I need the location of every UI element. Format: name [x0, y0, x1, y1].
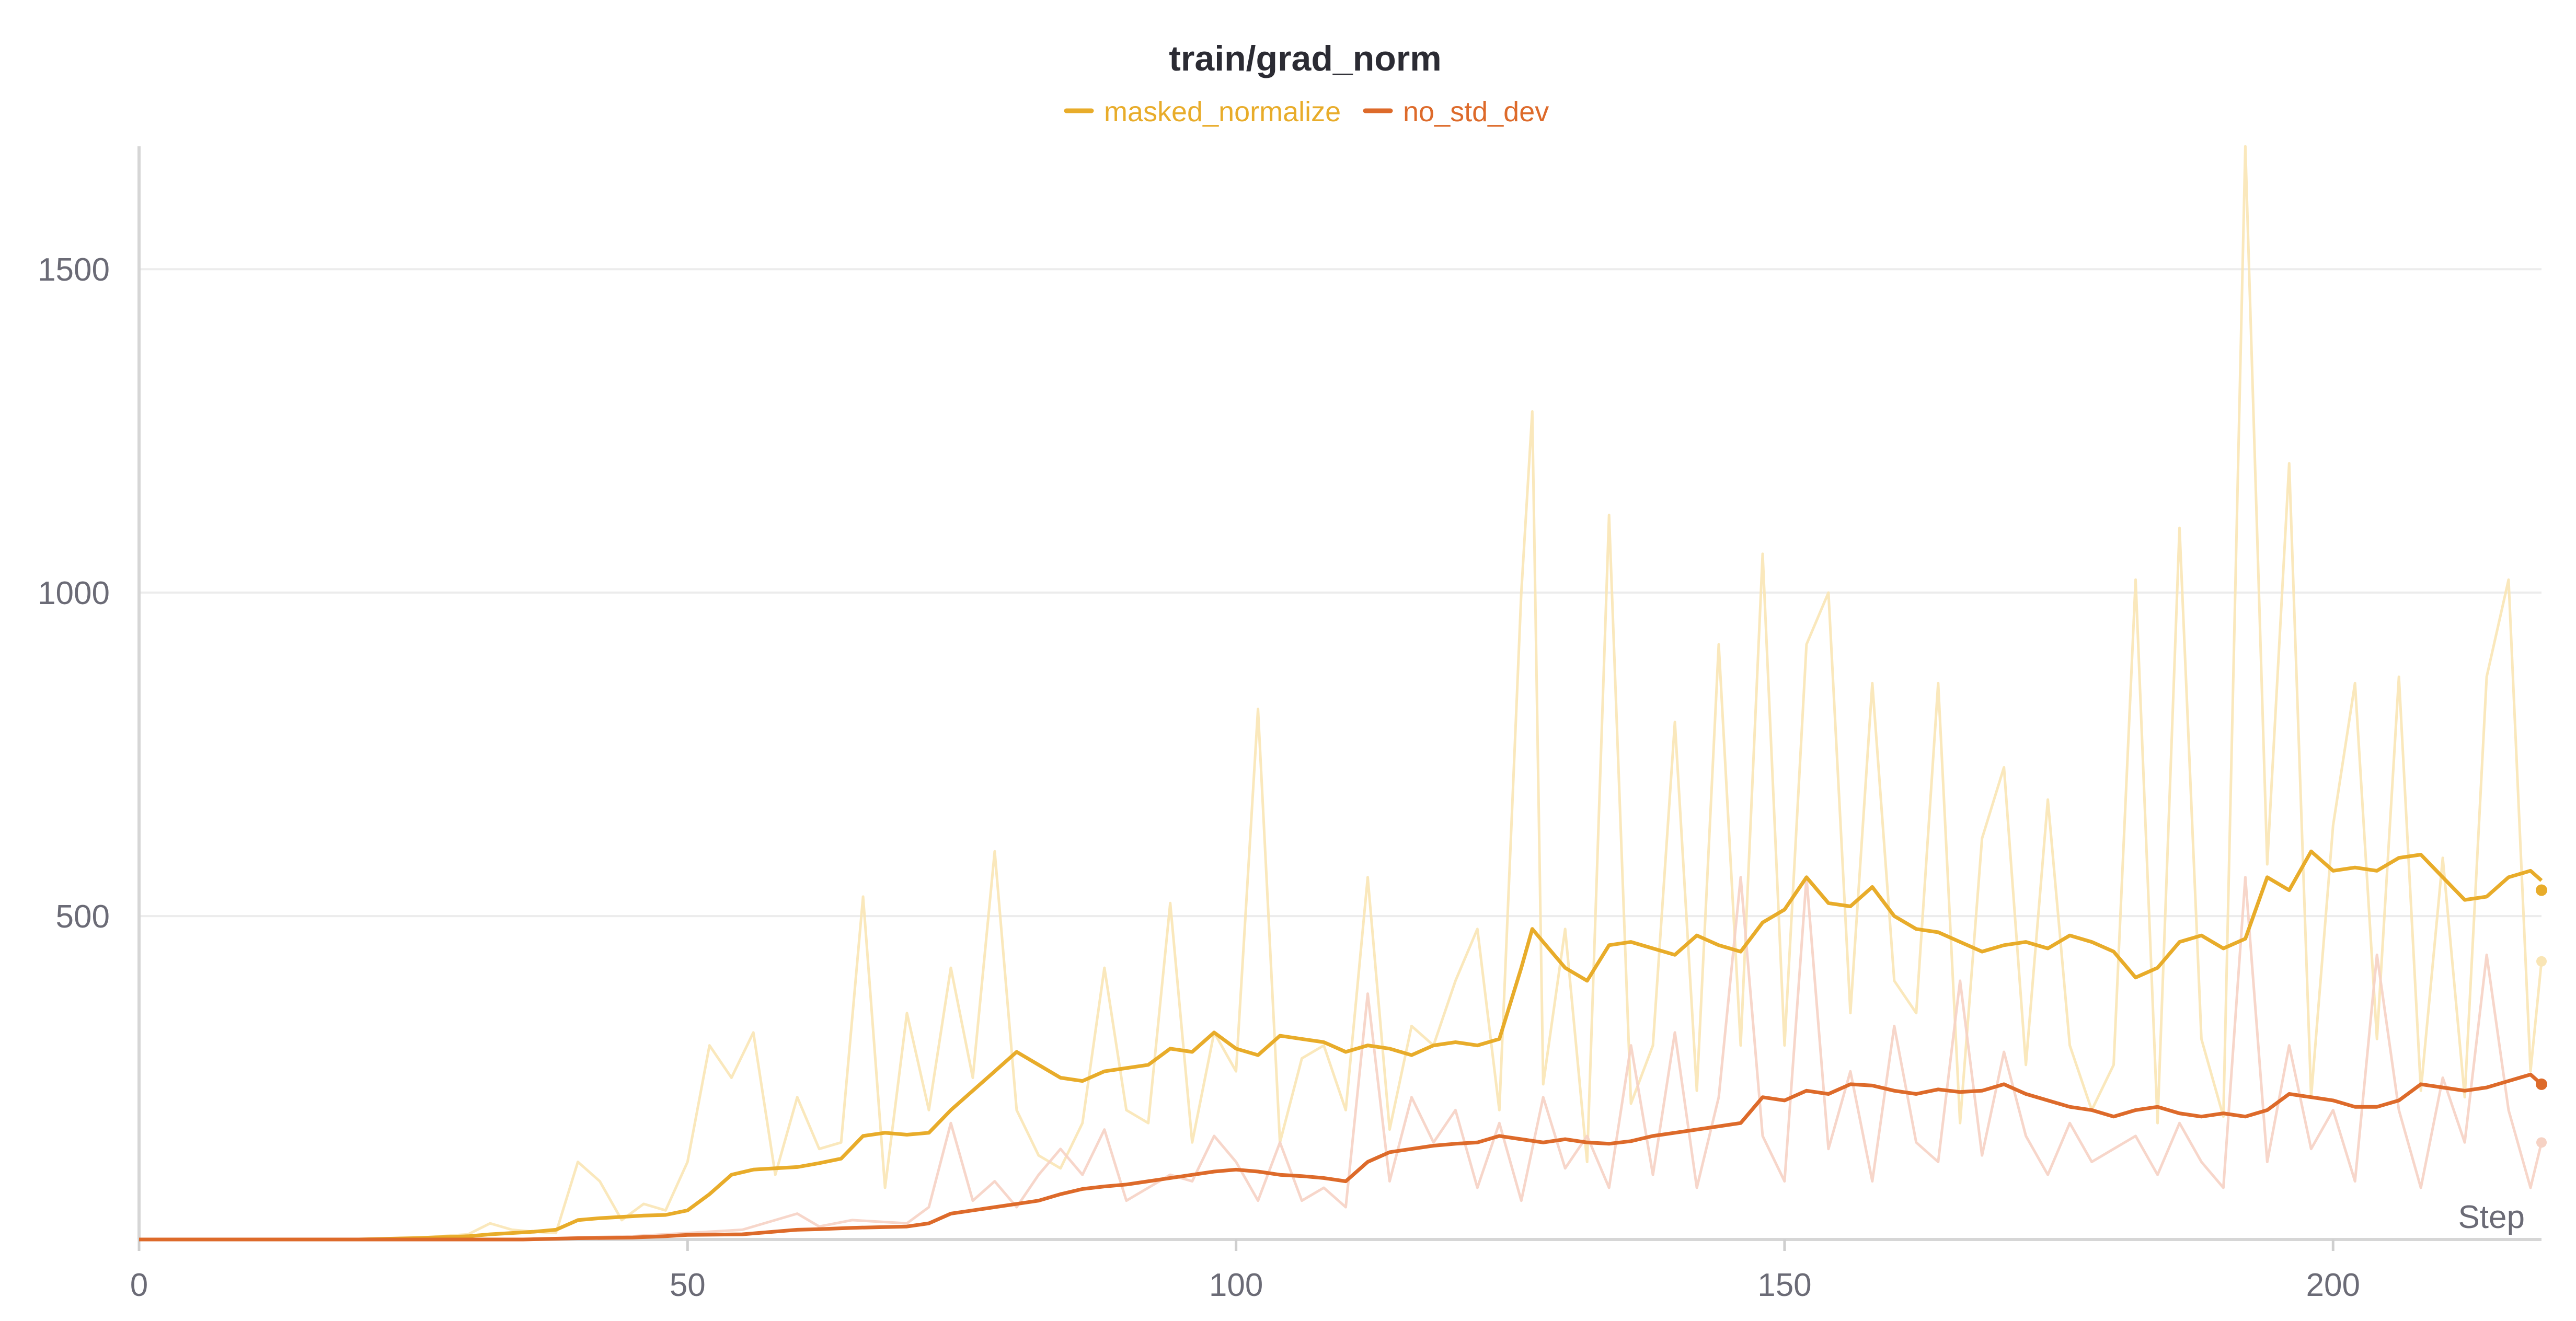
chart-title: train/grad_norm — [1169, 39, 1441, 78]
series-raw-end-point-masked_normalize — [2536, 956, 2547, 967]
legend-label-no_std_dev: no_std_dev — [1403, 96, 1549, 128]
series-end-point-no_std_dev — [2536, 1078, 2547, 1090]
x-tick-label: 50 — [670, 1267, 706, 1303]
series-end-point-masked_normalize — [2536, 884, 2547, 896]
series-raw-end-point-no_std_dev — [2536, 1137, 2547, 1148]
raw-series-layer — [139, 145, 2547, 1241]
text-layer: 500 1000 1500 0 50 100 150 200 Step train/grad_no… — [38, 39, 2525, 1303]
legend-label-masked_normalize: masked_normalize — [1104, 96, 1341, 128]
x-tick-label: 150 — [1757, 1267, 1811, 1303]
y-tick-label: 1000 — [38, 575, 110, 611]
x-tick-label: 100 — [1209, 1267, 1263, 1303]
y-tick-label: 1500 — [38, 252, 110, 288]
series-raw-line-masked_normalize — [139, 145, 2543, 1241]
series-line-masked_normalize — [139, 849, 2543, 1242]
x-tick-label: 200 — [2306, 1267, 2360, 1303]
grid-layer — [139, 268, 2542, 918]
axis-layer — [137, 146, 2542, 1251]
x-tick-label: 0 — [130, 1267, 148, 1303]
y-tick-label: 500 — [56, 899, 110, 935]
x-axis-label: Step — [2458, 1199, 2525, 1235]
series-raw-line-no_std_dev — [139, 876, 2543, 1241]
smoothed-series-layer — [139, 849, 2547, 1242]
series-line-no_std_dev — [139, 1072, 2543, 1242]
